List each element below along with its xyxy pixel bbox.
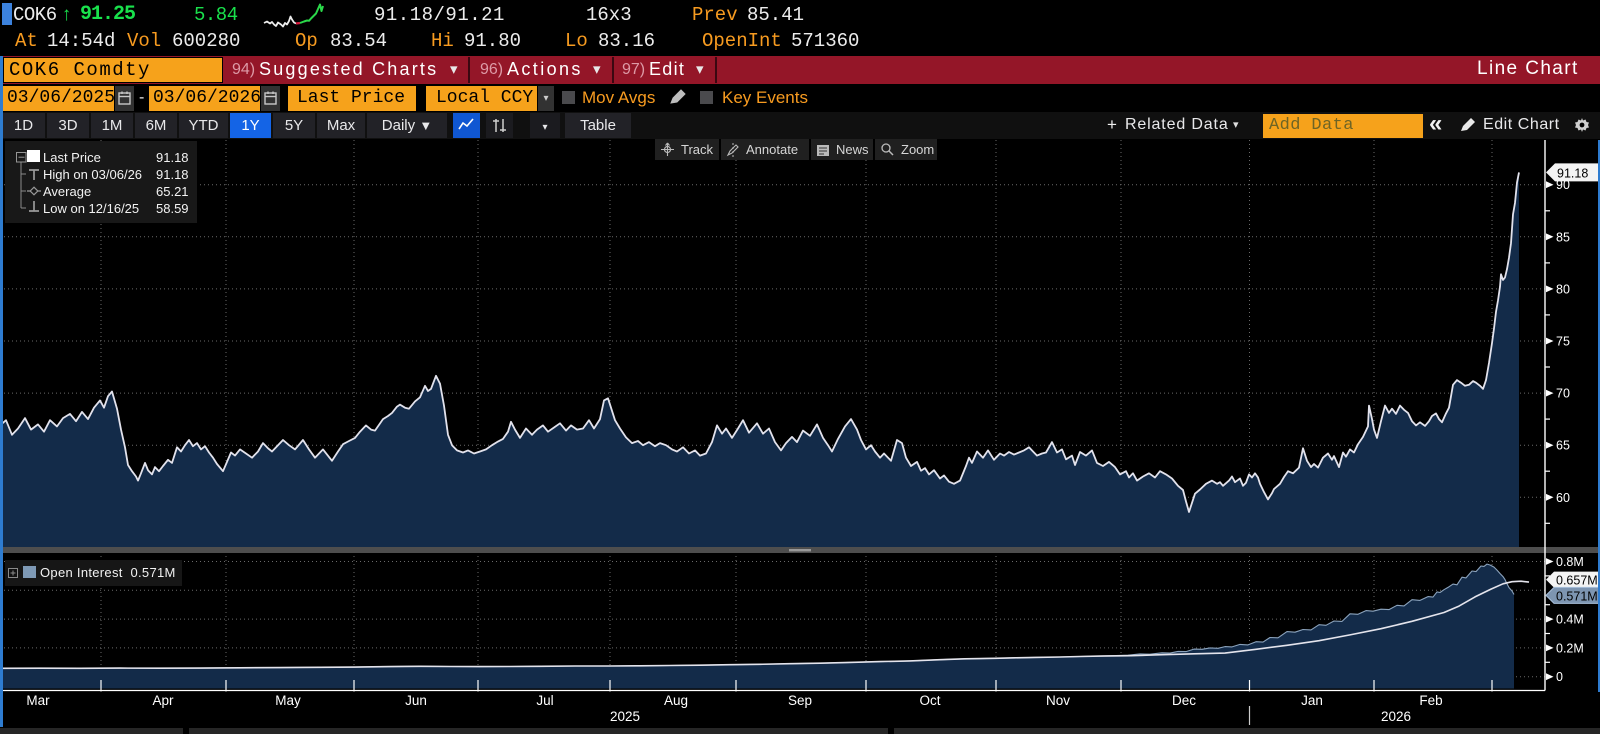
svg-text:Mar: Mar: [26, 693, 50, 708]
svg-text:Jan: Jan: [1301, 693, 1323, 708]
svg-text:Sep: Sep: [788, 693, 812, 708]
svg-text:Jul: Jul: [536, 693, 553, 708]
svg-text:0.4M: 0.4M: [1556, 613, 1584, 627]
svg-text:0.571M: 0.571M: [1556, 589, 1598, 603]
svg-text:2026: 2026: [1381, 709, 1411, 724]
svg-text:85: 85: [1556, 230, 1570, 244]
svg-text:Oct: Oct: [919, 693, 940, 708]
svg-text:Feb: Feb: [1419, 693, 1442, 708]
svg-text:Jun: Jun: [405, 693, 427, 708]
svg-text:0.657M: 0.657M: [1556, 574, 1598, 588]
svg-text:Nov: Nov: [1046, 693, 1070, 708]
svg-text:0.2M: 0.2M: [1556, 641, 1584, 655]
svg-text:0: 0: [1556, 670, 1563, 684]
svg-text:Aug: Aug: [664, 693, 688, 708]
svg-text:91.18: 91.18: [1557, 166, 1588, 180]
svg-text:May: May: [275, 693, 301, 708]
svg-text:2025: 2025: [610, 709, 640, 724]
svg-text:Apr: Apr: [152, 693, 174, 708]
svg-text:65: 65: [1556, 439, 1570, 453]
svg-text:60: 60: [1556, 491, 1570, 505]
svg-text:75: 75: [1556, 335, 1570, 349]
svg-text:70: 70: [1556, 387, 1570, 401]
svg-text:90: 90: [1556, 178, 1570, 192]
svg-text:Dec: Dec: [1172, 693, 1196, 708]
svg-text:80: 80: [1556, 282, 1570, 296]
svg-text:0.8M: 0.8M: [1556, 555, 1584, 569]
